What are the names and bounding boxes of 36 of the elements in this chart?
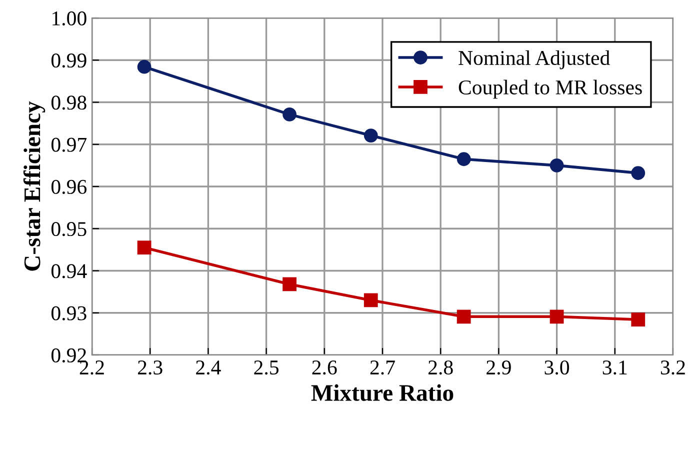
x-tick-label: 3.2 [660,360,685,375]
x-tick-label: 2.4 [196,360,221,375]
point [282,108,296,122]
point [550,158,564,172]
point [631,166,646,180]
y-tick-label: 1.00 [52,11,86,26]
x-tick-label: 2.3 [138,360,162,375]
x-tick-label: 2.7 [370,360,395,375]
point [364,128,378,142]
x-axis-title: Mixture Ratio [311,384,454,401]
y-tick-label: 0.96 [51,180,87,194]
y-tick-label: 0.93 [51,306,86,320]
x-tick-label: 2.8 [428,360,453,375]
x-tick-label: 2.5 [254,360,279,375]
y-tick-label: 0.98 [51,96,86,110]
y-tick-label: 0.92 [51,348,86,363]
legend-label: Coupled to MR losses [458,80,642,99]
point [456,152,471,166]
point [137,240,152,255]
point [137,60,152,74]
x-tick-label: 2.2 [80,360,104,375]
point [364,293,378,308]
legend-label: Nominal Adjusted [458,50,610,70]
point [282,277,296,292]
y-axis-title: C-star Efficiency [23,101,46,271]
y-tick-label: 0.97 [51,138,87,152]
point [456,310,471,324]
point [550,310,564,324]
x-tick-label: 3.1 [602,360,627,375]
x-tick-label: 2.9 [486,360,511,375]
y-tick-label: 0.95 [51,222,86,236]
y-tick-label: 0.99 [51,54,86,68]
x-tick-label: 2.6 [312,360,337,375]
point [631,312,646,327]
x-tick-label: 3.0 [544,360,570,375]
y-tick-label: 0.94 [51,264,87,278]
